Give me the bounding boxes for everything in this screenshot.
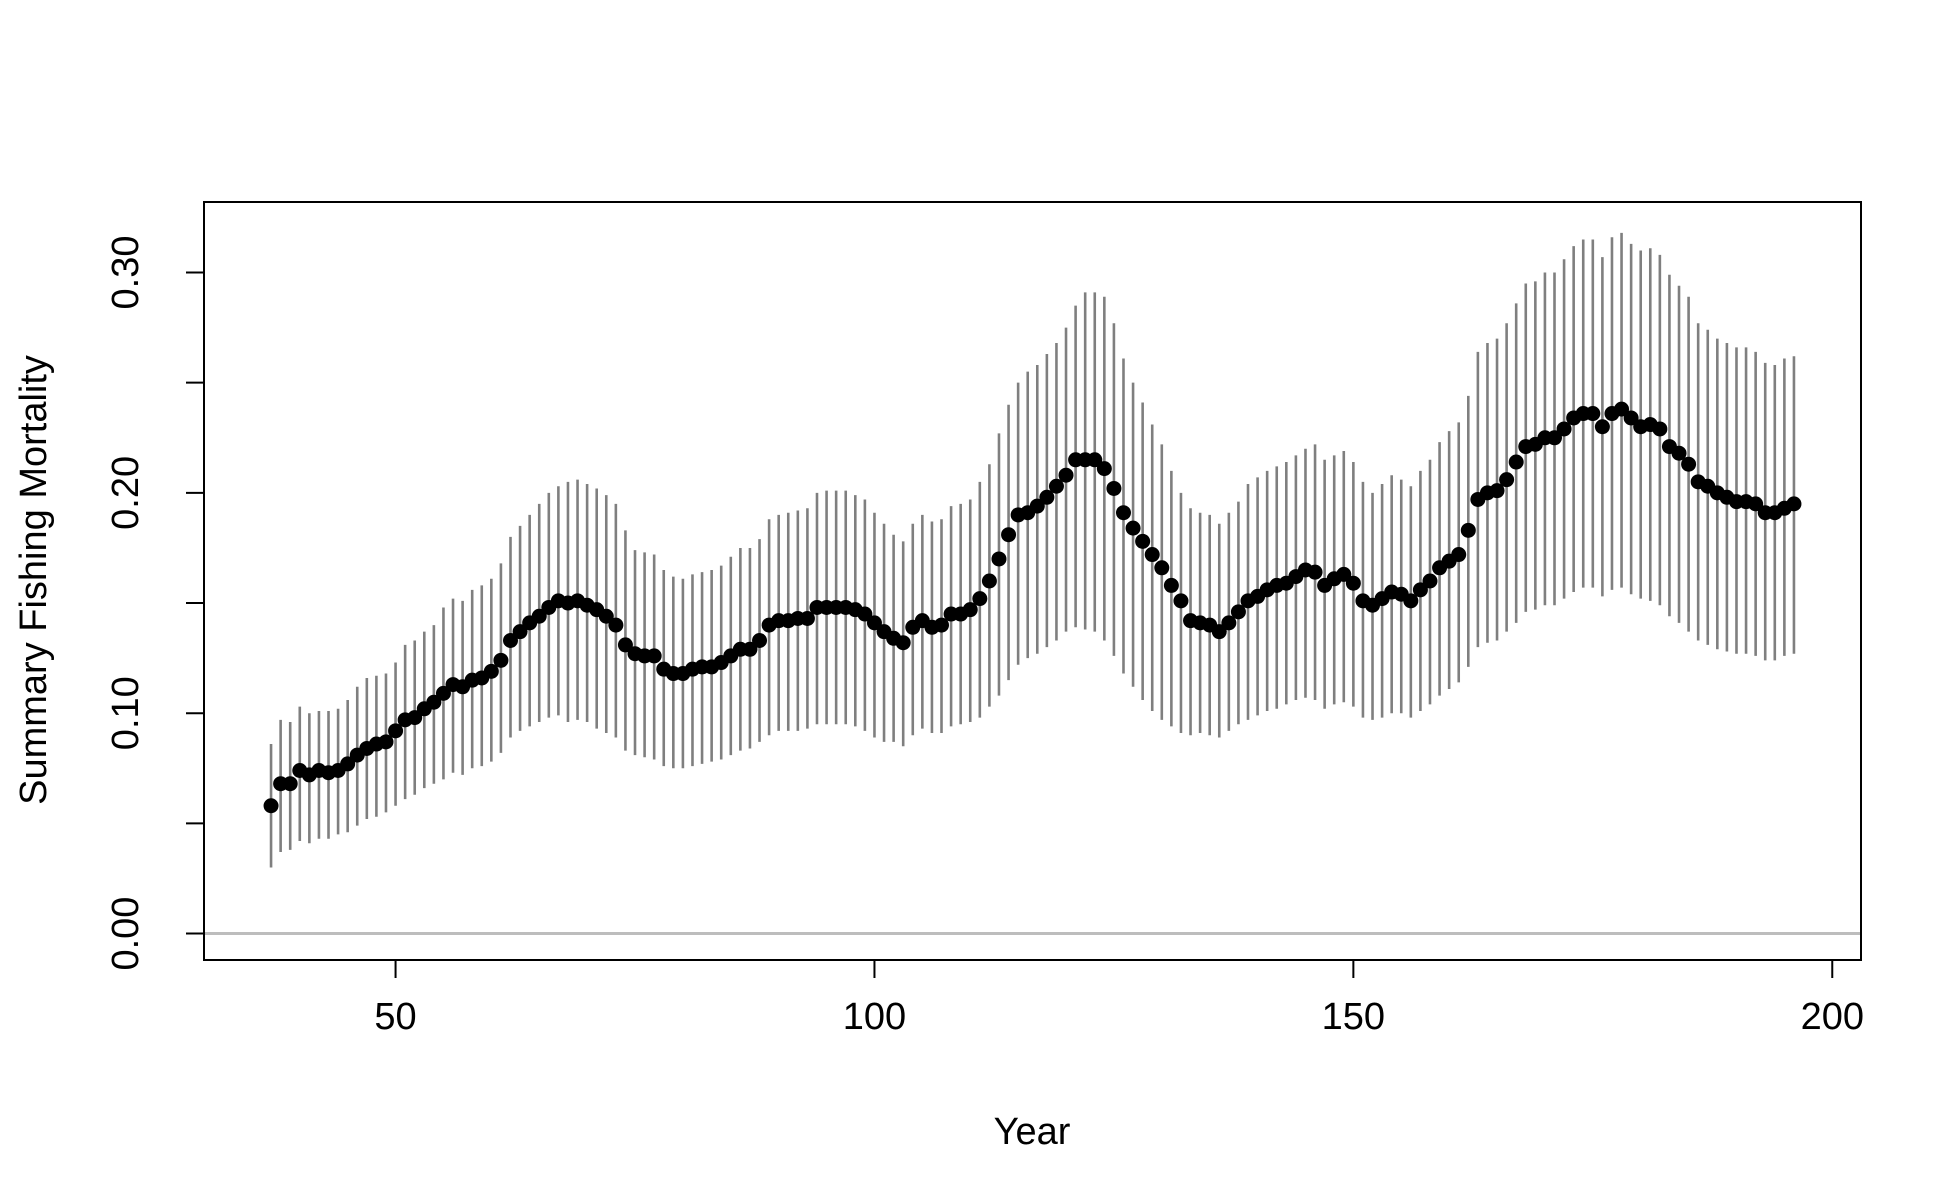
data-point: [1403, 593, 1419, 609]
y-tick-label: 0.10: [105, 676, 147, 750]
data-point: [1307, 564, 1323, 580]
data-point: [1163, 577, 1179, 593]
data-point: [1594, 419, 1610, 435]
data-point: [1652, 421, 1668, 437]
data-point: [1125, 520, 1141, 536]
data-point: [1671, 445, 1687, 461]
data-point: [598, 608, 614, 624]
data-point: [426, 694, 442, 710]
data-point: [646, 648, 662, 664]
x-tick-label: 200: [1801, 996, 1864, 1038]
data-point: [407, 710, 423, 726]
data-point: [991, 551, 1007, 567]
data-point: [282, 776, 298, 792]
data-point: [1001, 527, 1017, 543]
data-point: [1786, 496, 1802, 512]
x-tick-label: 50: [374, 996, 416, 1038]
x-tick-label: 150: [1322, 996, 1385, 1038]
data-point: [531, 608, 547, 624]
data-point: [895, 635, 911, 651]
data-point: [1345, 575, 1361, 591]
data-point: [617, 637, 633, 653]
data-point: [1748, 496, 1764, 512]
data-point: [1412, 582, 1428, 598]
data-point: [1336, 566, 1352, 582]
data-point: [972, 591, 988, 607]
y-tick-label: 0.20: [105, 456, 147, 530]
data-point: [1614, 401, 1630, 417]
data-point: [1058, 467, 1074, 483]
data-point: [1556, 421, 1572, 437]
data-point: [1489, 483, 1505, 499]
y-tick-label: 0.30: [105, 236, 147, 310]
data-point: [981, 573, 997, 589]
data-point: [483, 663, 499, 679]
data-point: [1585, 406, 1601, 422]
data-point: [263, 798, 279, 814]
data-point: [1508, 454, 1524, 470]
data-point: [512, 624, 528, 640]
data-point: [1154, 560, 1170, 576]
data-point: [1029, 498, 1045, 514]
data-point: [1039, 489, 1055, 505]
data-point: [857, 606, 873, 622]
data-point: [1096, 461, 1112, 477]
data-point: [934, 617, 950, 633]
data-point: [502, 632, 518, 648]
data-point: [962, 602, 978, 618]
data-point: [1460, 522, 1476, 538]
data-point: [866, 615, 882, 631]
x-axis-title: Year: [994, 1111, 1071, 1153]
data-point: [1623, 410, 1639, 426]
data-point: [1135, 533, 1151, 549]
data-point: [1106, 480, 1122, 496]
data-point: [378, 734, 394, 750]
data-point: [1422, 573, 1438, 589]
data-point: [1451, 547, 1467, 563]
data-point: [1144, 547, 1160, 563]
data-point: [1221, 615, 1237, 631]
data-point: [608, 617, 624, 633]
data-point: [752, 632, 768, 648]
x-tick-label: 100: [843, 996, 906, 1038]
y-axis-title: Summary Fishing Mortality: [13, 355, 55, 805]
y-tick-label: 0.00: [105, 897, 147, 971]
data-point: [1681, 456, 1697, 472]
data-point: [435, 685, 451, 701]
data-point: [493, 652, 509, 668]
data-point: [1087, 452, 1103, 468]
data-point: [1115, 505, 1131, 521]
data-point: [1499, 472, 1515, 488]
data-point: [742, 641, 758, 657]
data-point: [340, 756, 356, 772]
data-point: [1230, 604, 1246, 620]
data-point: [1048, 478, 1064, 494]
data-point: [388, 723, 404, 739]
data-point: [799, 610, 815, 626]
data-point: [1547, 430, 1563, 446]
data-point: [1173, 593, 1189, 609]
data-point: [1211, 624, 1227, 640]
